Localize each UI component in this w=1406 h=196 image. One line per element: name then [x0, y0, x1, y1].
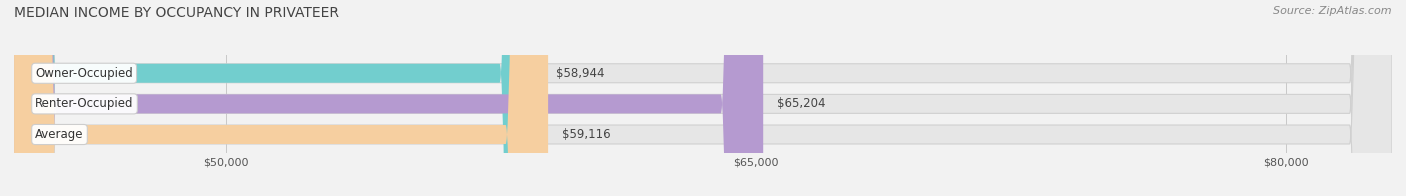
Text: Source: ZipAtlas.com: Source: ZipAtlas.com — [1274, 6, 1392, 16]
FancyBboxPatch shape — [14, 0, 548, 196]
Text: $58,944: $58,944 — [557, 67, 605, 80]
Text: MEDIAN INCOME BY OCCUPANCY IN PRIVATEER: MEDIAN INCOME BY OCCUPANCY IN PRIVATEER — [14, 6, 339, 20]
Text: Average: Average — [35, 128, 84, 141]
Text: $59,116: $59,116 — [562, 128, 610, 141]
Text: Renter-Occupied: Renter-Occupied — [35, 97, 134, 110]
Text: Owner-Occupied: Owner-Occupied — [35, 67, 134, 80]
FancyBboxPatch shape — [14, 0, 1392, 196]
FancyBboxPatch shape — [14, 0, 1392, 196]
FancyBboxPatch shape — [14, 0, 763, 196]
Text: $65,204: $65,204 — [778, 97, 825, 110]
FancyBboxPatch shape — [14, 0, 1392, 196]
FancyBboxPatch shape — [14, 0, 543, 196]
